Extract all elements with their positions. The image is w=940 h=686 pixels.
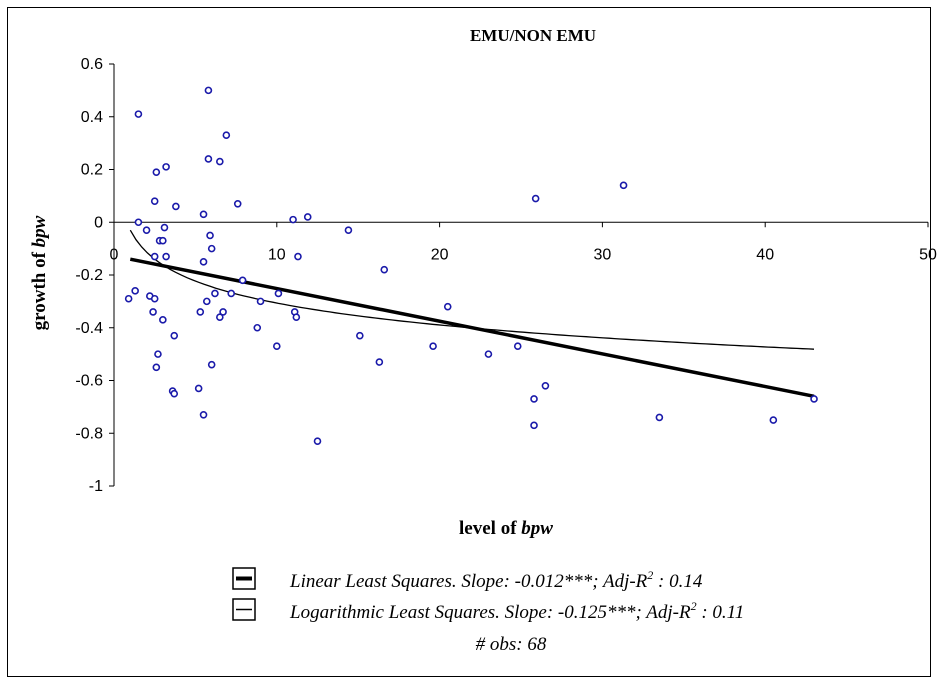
data-point <box>149 308 157 316</box>
x-tick-label: 40 <box>756 246 774 263</box>
trendline-logarithmic <box>129 229 815 350</box>
data-point <box>222 131 231 140</box>
data-point <box>199 258 208 266</box>
data-point <box>272 342 281 351</box>
legend-item-linear: Linear Least Squares. Slope: -0.012***; … <box>232 567 703 592</box>
data-point <box>207 360 216 369</box>
data-point <box>159 236 167 245</box>
data-point <box>238 276 247 285</box>
trendline-linear <box>129 257 815 399</box>
x-tick-label: 10 <box>268 246 286 263</box>
data-point <box>344 226 353 234</box>
data-point <box>274 289 283 298</box>
data-point <box>206 231 214 240</box>
data-point <box>150 197 159 205</box>
data-point <box>530 421 538 430</box>
data-point <box>196 308 205 316</box>
data-point <box>199 410 208 419</box>
data-point <box>211 289 219 298</box>
data-point <box>202 297 211 306</box>
chart-frame <box>7 7 931 677</box>
data-point <box>134 110 143 118</box>
y-tick-label: -0.8 <box>75 425 103 442</box>
y-tick-label: -0.6 <box>75 373 103 390</box>
data-point <box>655 413 664 422</box>
data-point <box>256 297 265 306</box>
y-tick-label: 0.6 <box>81 56 103 73</box>
y-tick-label: 0 <box>94 214 103 231</box>
data-point <box>216 157 224 166</box>
obs-count-note: # obs: 68 <box>476 634 547 655</box>
data-point <box>375 358 384 366</box>
legend-label-log: Logarithmic Least Squares. Slope: -0.125… <box>289 599 744 623</box>
x-tick-label: 20 <box>431 246 449 263</box>
data-point <box>294 252 302 261</box>
data-point <box>289 215 297 224</box>
x-tick-label: 50 <box>919 246 937 263</box>
data-point <box>172 202 180 211</box>
data-point <box>154 350 162 358</box>
data-point <box>313 437 322 445</box>
data-point <box>170 389 179 398</box>
data-point <box>216 313 224 322</box>
legend: Linear Least Squares. Slope: -0.012***; … <box>232 567 744 655</box>
data-point <box>292 313 301 322</box>
x-axis-label: level of bpw <box>459 518 553 539</box>
data-point <box>162 252 170 261</box>
data-point <box>134 218 143 227</box>
data-point <box>150 294 159 303</box>
data-point <box>194 384 203 393</box>
data-point <box>513 342 522 351</box>
chart-title: EMU/NON EMU <box>470 26 596 45</box>
data-point <box>443 302 452 311</box>
data-point <box>541 381 550 390</box>
y-tick-label: -0.4 <box>75 320 103 337</box>
data-point <box>152 168 161 176</box>
data-point <box>380 265 389 274</box>
data-point <box>810 395 818 403</box>
data-point <box>124 294 133 303</box>
data-point <box>429 342 437 351</box>
y-tick-label: 0.4 <box>81 109 103 126</box>
data-point <box>253 323 262 332</box>
data-point <box>619 181 628 190</box>
data-point <box>162 163 170 171</box>
data-point <box>227 289 236 298</box>
data-point <box>204 155 213 163</box>
data-point <box>150 252 159 261</box>
x-tick-label: 0 <box>110 246 119 263</box>
legend-label-linear: Linear Least Squares. Slope: -0.012***; … <box>289 568 703 592</box>
data-point <box>142 226 151 234</box>
y-tick-label: -1 <box>89 478 103 495</box>
data-point <box>199 210 208 219</box>
data-point <box>170 331 179 340</box>
y-tick-label: 0.2 <box>81 162 103 179</box>
y-tick-label: -0.2 <box>75 267 103 284</box>
data-point <box>131 287 139 295</box>
data-point <box>159 316 167 324</box>
data-point <box>356 331 364 340</box>
y-axis-label: growth of bpw <box>29 215 50 330</box>
x-tick-label: 30 <box>594 246 612 263</box>
data-point <box>207 244 216 253</box>
data-point <box>219 308 227 316</box>
data-point <box>484 350 493 358</box>
data-point <box>233 199 242 208</box>
data-point <box>152 363 161 372</box>
data-point <box>160 223 169 232</box>
data-point <box>769 416 778 424</box>
data-point <box>531 194 540 203</box>
data-point <box>204 86 213 95</box>
legend-item-log: Logarithmic Least Squares. Slope: -0.125… <box>232 598 744 623</box>
data-point <box>303 213 312 221</box>
data-point <box>530 395 538 403</box>
plot-area: 0.6 0.4 0.2 0 -0.2 -0.4 -0.6 -0.8 -1 0 10 20 30 40 50 <box>75 56 937 495</box>
